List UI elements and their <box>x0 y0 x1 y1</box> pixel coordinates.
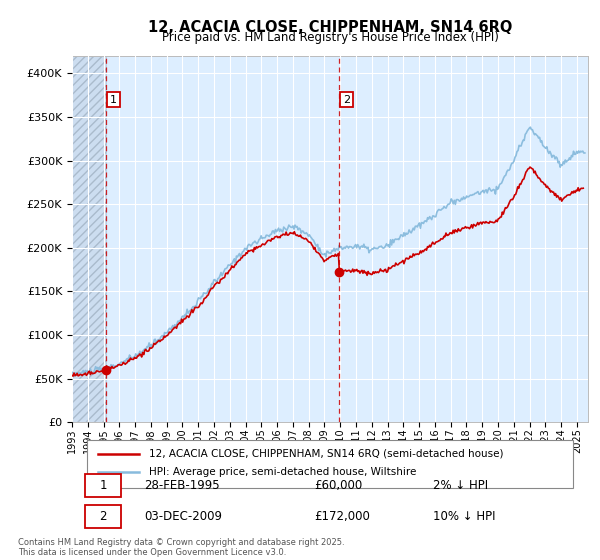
Text: 12, ACACIA CLOSE, CHIPPENHAM, SN14 6RQ: 12, ACACIA CLOSE, CHIPPENHAM, SN14 6RQ <box>148 20 512 35</box>
Text: 12, ACACIA CLOSE, CHIPPENHAM, SN14 6RQ (semi-detached house): 12, ACACIA CLOSE, CHIPPENHAM, SN14 6RQ (… <box>149 449 504 459</box>
Text: 03-DEC-2009: 03-DEC-2009 <box>144 510 222 523</box>
Text: 1: 1 <box>110 95 117 105</box>
Text: HPI: Average price, semi-detached house, Wiltshire: HPI: Average price, semi-detached house,… <box>149 467 417 477</box>
Text: 2% ↓ HPI: 2% ↓ HPI <box>433 479 488 492</box>
Bar <box>85 505 121 528</box>
Bar <box>85 474 121 497</box>
Text: 1: 1 <box>99 479 107 492</box>
Text: 10% ↓ HPI: 10% ↓ HPI <box>433 510 496 523</box>
Bar <box>72 56 106 422</box>
Text: Price paid vs. HM Land Registry's House Price Index (HPI): Price paid vs. HM Land Registry's House … <box>161 31 499 44</box>
Text: Contains HM Land Registry data © Crown copyright and database right 2025.
This d: Contains HM Land Registry data © Crown c… <box>18 538 344 557</box>
Text: £60,000: £60,000 <box>314 479 363 492</box>
Text: 2: 2 <box>343 95 350 105</box>
Text: 2: 2 <box>99 510 107 523</box>
Text: 28-FEB-1995: 28-FEB-1995 <box>144 479 220 492</box>
Text: £172,000: £172,000 <box>314 510 370 523</box>
